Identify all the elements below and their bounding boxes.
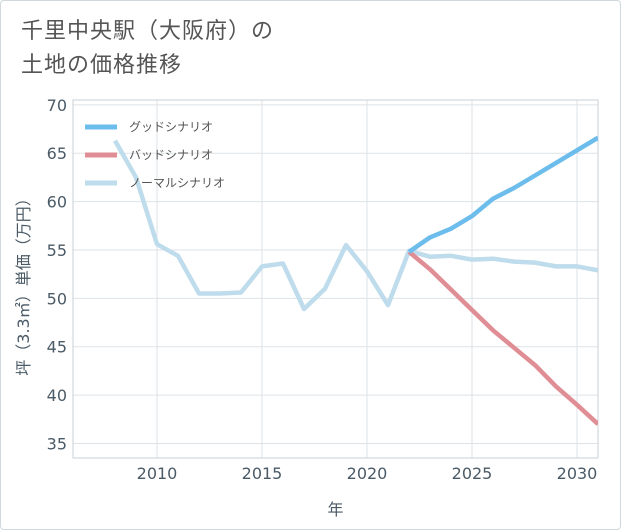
y-tick-label: 40 — [47, 386, 67, 405]
x-tick-label: 2010 — [137, 464, 178, 483]
x-tick-label: 2030 — [557, 464, 598, 483]
y-tick-label: 55 — [47, 241, 67, 260]
y-axis-label: 坪（3.3㎡）単価（万円） — [14, 190, 33, 375]
chart-title: 千里中央駅（大阪府）の 土地の価格推移 — [21, 15, 274, 83]
tick-labels: 35 40 45 50 55 60 65 70 2010 2015 2020 2025 2030 — [47, 96, 598, 483]
x-tick-label: 2020 — [347, 464, 388, 483]
chart-title-line2: 土地の価格推移 — [21, 53, 183, 78]
y-tick-label: 65 — [47, 144, 67, 163]
series-line-2 — [113, 139, 598, 312]
y-tick-label: 50 — [47, 289, 67, 308]
legend-label: ノーマルシナリオ — [129, 176, 225, 190]
grid-lines — [73, 100, 598, 458]
series-layer — [113, 135, 598, 426]
plot-area — [72, 99, 599, 459]
y-tick-label: 70 — [47, 96, 67, 115]
legend-label: グッドシナリオ — [129, 120, 213, 134]
x-axis-label: 年 — [327, 500, 343, 519]
chart-title-line1: 千里中央駅（大阪府）の — [21, 19, 275, 44]
x-tick-label: 2025 — [452, 464, 493, 483]
legend-label: バッドシナリオ — [129, 148, 213, 162]
x-tick-label: 2015 — [242, 464, 283, 483]
y-tick-label: 35 — [47, 434, 67, 453]
series-line-0 — [407, 135, 598, 254]
series-line-1 — [407, 250, 598, 426]
y-tick-label: 60 — [47, 193, 67, 212]
y-tick-label: 45 — [47, 338, 67, 357]
